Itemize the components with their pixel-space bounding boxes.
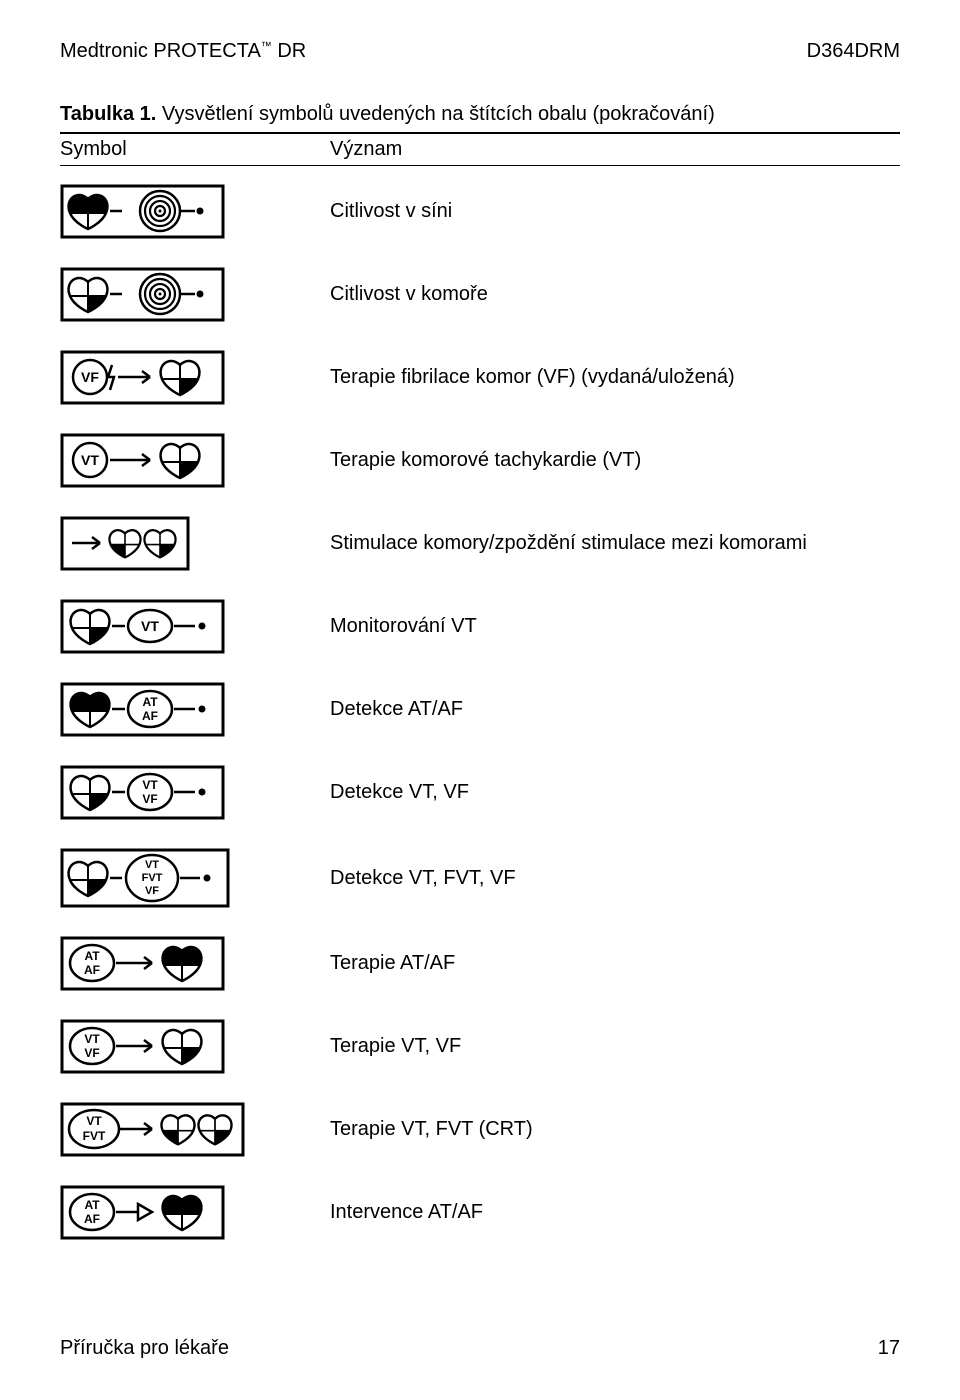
table-row: VT Terapie komorové tachykardie (VT) (60, 433, 900, 488)
table-row: VT Monitorování VT (60, 599, 900, 654)
table-row: Citlivost v komoře (60, 267, 900, 322)
footer-page-number: 17 (878, 1337, 900, 1360)
brand: Medtronic PROTECTA (60, 40, 261, 62)
symbol-desc: Detekce AT/AF (330, 698, 463, 721)
symbol-desc: Citlivost v komoře (330, 283, 488, 306)
symbol-desc: Detekce VT, VF (330, 781, 469, 804)
table-row: VT FVT VF Detekce VT, FVT, VF (60, 848, 900, 908)
symbol-desc: Monitorování VT (330, 615, 477, 638)
rule-under-headers (60, 165, 900, 166)
symbol-icon (60, 267, 330, 322)
label-af: AF (84, 1212, 100, 1226)
label-vt: VT (86, 1114, 102, 1128)
symbol-icon: VT (60, 599, 330, 654)
header-right: D364DRM (807, 40, 900, 63)
symbol-icon: VF (60, 350, 330, 405)
symbol-desc: Terapie fibrilace komor (VF) (vydaná/ulo… (330, 366, 735, 389)
symbol-icon (60, 184, 330, 239)
symbol-desc: Stimulace komory/zpoždění stimulace mezi… (330, 532, 807, 555)
label-fvt: FVT (83, 1129, 106, 1143)
trademark: ™ (261, 40, 272, 52)
table-row: VF Terapie fibrilace komor (VF) (vydaná/… (60, 350, 900, 405)
table-row: Citlivost v síni (60, 184, 900, 239)
column-headers: Symbol Význam (60, 138, 900, 161)
table-row: VT VF Terapie VT, VF (60, 1019, 900, 1074)
symbol-icon: VT (60, 433, 330, 488)
label-af: AF (142, 709, 158, 723)
table-row: AT AF Terapie AT/AF (60, 936, 900, 991)
label-vf: VF (145, 885, 159, 897)
brand-suffix: DR (272, 40, 306, 62)
label-at: AT (142, 695, 158, 709)
symbol-icon: VT VF (60, 765, 330, 820)
rule-top (60, 132, 900, 134)
page-header: Medtronic PROTECTA™ DR D364DRM (60, 40, 900, 63)
label-vf: VF (142, 792, 157, 806)
table-row: AT AF Intervence AT/AF (60, 1185, 900, 1240)
table-title-prefix: Tabulka 1. (60, 103, 156, 125)
symbol-rows: Citlivost v síni (60, 184, 900, 1240)
page-footer: Příručka pro lékaře 17 (60, 1337, 900, 1360)
table-row: VT VF Detekce VT, VF (60, 765, 900, 820)
table-title: Tabulka 1. Vysvětlení symbolů uvedených … (60, 103, 900, 126)
col-symbol: Symbol (60, 138, 330, 161)
label-vf: VF (81, 369, 99, 385)
table-row: VT FVT (60, 1102, 900, 1157)
label-vt: VT (84, 1032, 100, 1046)
table-title-rest: Vysvětlení symbolů uvedených na štítcích… (156, 103, 714, 125)
symbol-desc: Terapie AT/AF (330, 952, 455, 975)
symbol-desc: Terapie VT, FVT (CRT) (330, 1118, 533, 1141)
table-row: AT AF Detekce AT/AF (60, 682, 900, 737)
symbol-desc: Intervence AT/AF (330, 1201, 483, 1224)
symbol-icon: VT FVT (60, 1102, 330, 1157)
footer-left: Příručka pro lékaře (60, 1337, 229, 1360)
header-left: Medtronic PROTECTA™ DR (60, 40, 306, 63)
symbol-icon: AT AF (60, 682, 330, 737)
symbol-desc: Terapie VT, VF (330, 1035, 461, 1058)
label-at: AT (84, 949, 100, 963)
label-vt: VT (142, 778, 158, 792)
label-vt: VT (141, 618, 159, 634)
symbol-icon (60, 516, 330, 571)
label-af: AF (84, 963, 100, 977)
label-fvt: FVT (142, 872, 163, 884)
symbol-desc: Terapie komorové tachykardie (VT) (330, 449, 641, 472)
symbol-icon: VT FVT VF (60, 848, 330, 908)
col-meaning: Význam (330, 138, 402, 161)
label-vt: VT (145, 859, 159, 871)
label-at: AT (84, 1198, 100, 1212)
label-vf: VF (84, 1046, 99, 1060)
table-row: Stimulace komory/zpoždění stimulace mezi… (60, 516, 900, 571)
symbol-icon: AT AF (60, 1185, 330, 1240)
symbol-icon: AT AF (60, 936, 330, 991)
symbol-desc: Citlivost v síni (330, 200, 452, 223)
label-vt: VT (81, 452, 99, 468)
symbol-desc: Detekce VT, FVT, VF (330, 867, 516, 890)
symbol-icon: VT VF (60, 1019, 330, 1074)
